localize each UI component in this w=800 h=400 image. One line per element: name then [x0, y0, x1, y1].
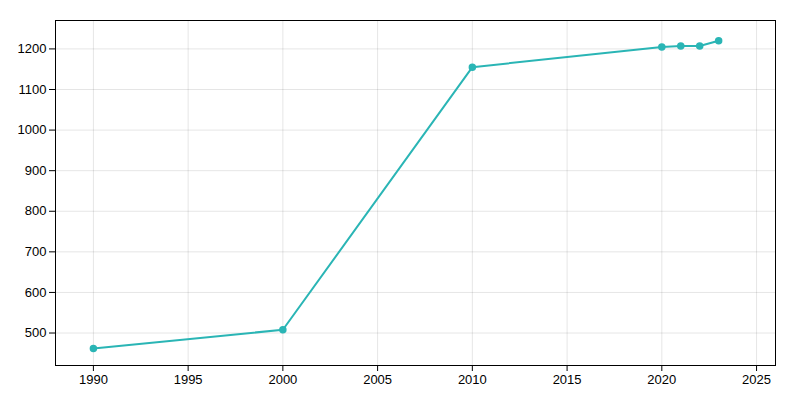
svg-text:1000: 1000 — [18, 122, 47, 137]
svg-text:1100: 1100 — [19, 82, 47, 97]
svg-text:2005: 2005 — [363, 372, 392, 387]
svg-text:2025: 2025 — [742, 372, 771, 387]
svg-text:800: 800 — [25, 203, 47, 218]
svg-text:2020: 2020 — [647, 372, 676, 387]
svg-text:2000: 2000 — [268, 372, 297, 387]
svg-text:500: 500 — [25, 325, 47, 340]
svg-text:700: 700 — [25, 244, 47, 259]
svg-text:1990: 1990 — [79, 372, 108, 387]
svg-text:900: 900 — [25, 163, 47, 178]
svg-text:600: 600 — [25, 285, 47, 300]
svg-text:2010: 2010 — [458, 372, 487, 387]
svg-text:1200: 1200 — [18, 41, 47, 56]
svg-text:2015: 2015 — [553, 372, 582, 387]
svg-text:1995: 1995 — [174, 372, 203, 387]
